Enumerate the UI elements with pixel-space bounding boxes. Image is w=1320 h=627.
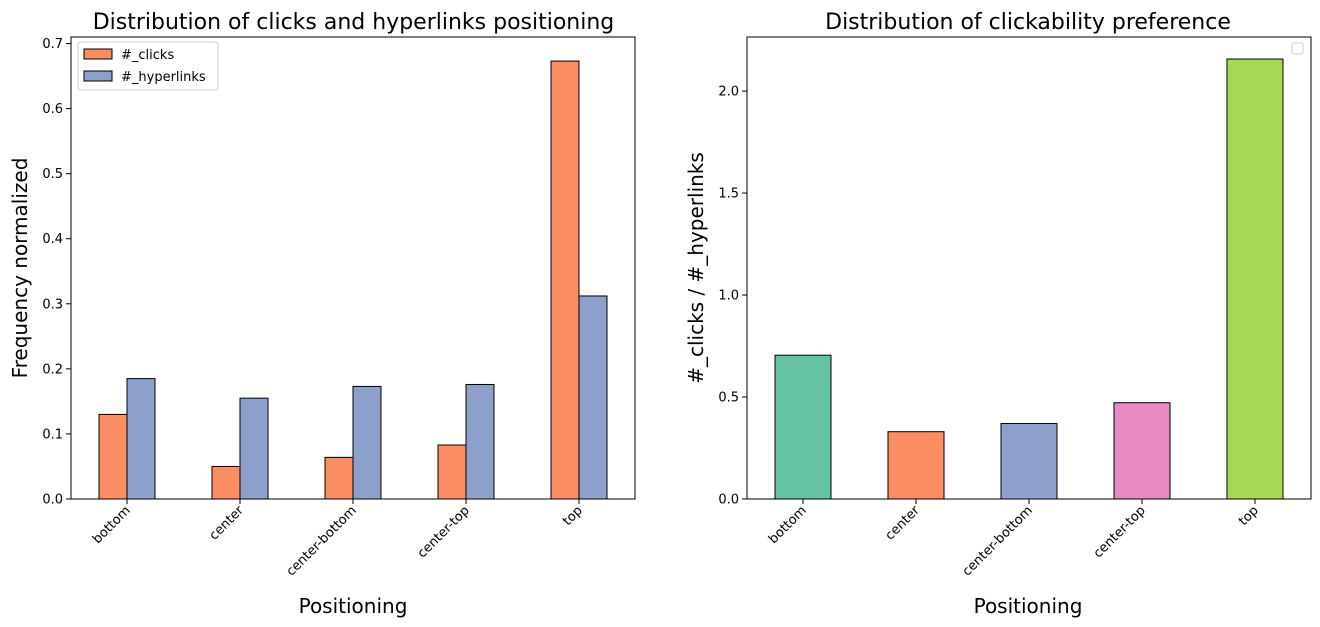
chart-left-xlabel: Positioning (299, 594, 408, 618)
bar-hyperlinks-top (578, 295, 608, 500)
y-tick-label: 0.3 (42, 297, 63, 312)
chart-left-title: Distribution of clicks and hyperlinks po… (93, 10, 615, 35)
bar-center (887, 431, 945, 500)
chart-right-legend-empty (1291, 42, 1304, 55)
y-tick-label: 0.4 (42, 232, 63, 247)
bar-clicks-center (211, 465, 241, 500)
y-tick-label: 0.5 (42, 167, 63, 182)
chart-right-title: Distribution of clickability preference (825, 10, 1231, 35)
bar-hyperlinks-center (239, 397, 269, 500)
chart-right-xlabel: Positioning (974, 594, 1083, 618)
bar-clicks-bottom (98, 413, 128, 500)
bar-clicks-center-bottom (324, 456, 354, 500)
bar-hyperlinks-center-top (465, 383, 495, 500)
bar-clicks-top (550, 60, 580, 500)
y-tick-label: 0.6 (42, 102, 63, 117)
bar-hyperlinks-bottom (126, 378, 156, 500)
y-tick-label: 0.0 (718, 493, 739, 508)
x-tick-label-top: top (560, 503, 586, 529)
legend-swatch-clicks (83, 48, 113, 60)
y-tick-label: 1.5 (718, 187, 739, 202)
chart-right-bars (774, 58, 1284, 500)
legend-label-clicks: #_clicks (121, 48, 174, 63)
x-tick-label-center-top: center-top (1091, 503, 1149, 561)
chart-right: Distribution of clickability preference … (684, 10, 1312, 618)
bar-bottom (774, 354, 832, 500)
legend-label-hyperlinks: #_hyperlinks (121, 70, 206, 85)
chart-left: Distribution of clicks and hyperlinks po… (8, 10, 636, 618)
x-tick-label-center-top: center-top (415, 503, 473, 561)
y-tick-label: 0.0 (42, 493, 63, 508)
bar-hyperlinks-center-bottom (352, 385, 382, 500)
legend-swatch-hyperlinks (83, 70, 113, 82)
chart-left-y-axis: 0.0 0.1 0.2 0.3 0.4 0.5 0.6 0.7 (42, 37, 71, 508)
chart-left-ylabel: Frequency normalized (8, 158, 32, 379)
x-tick-label-top: top (1236, 503, 1262, 529)
chart-left-legend: #_clicks #_hyperlinks (77, 41, 219, 91)
x-tick-label-center: center (207, 503, 248, 544)
x-tick-label-center-bottom: center-bottom (960, 503, 1036, 579)
chart-right-x-axis: bottom center center-bottom center-top top (766, 499, 1262, 579)
y-tick-label: 0.7 (42, 37, 63, 52)
chart-left-x-axis: bottom center center-bottom center-top top (90, 499, 586, 579)
bar-clicks-center-top (437, 444, 467, 500)
chart-left-bars (98, 60, 608, 500)
y-tick-label: 2.0 (718, 85, 739, 100)
x-tick-label-center: center (883, 503, 924, 544)
chart-right-ylabel: #_clicks / #_hyperlinks (684, 152, 708, 384)
y-tick-label: 0.1 (42, 427, 63, 442)
x-tick-label-center-bottom: center-bottom (284, 503, 360, 579)
y-tick-label: 0.5 (718, 391, 739, 406)
bar-top (1226, 58, 1284, 500)
y-tick-label: 1.0 (718, 289, 739, 304)
y-tick-label: 0.2 (42, 362, 63, 377)
x-tick-label-bottom: bottom (766, 503, 810, 547)
chart-right-y-axis: 0.0 0.5 1.0 1.5 2.0 (718, 85, 747, 508)
legend-box (77, 41, 219, 91)
x-tick-label-bottom: bottom (90, 503, 134, 547)
bar-center-bottom (1000, 423, 1058, 500)
bar-center-top (1113, 402, 1171, 500)
